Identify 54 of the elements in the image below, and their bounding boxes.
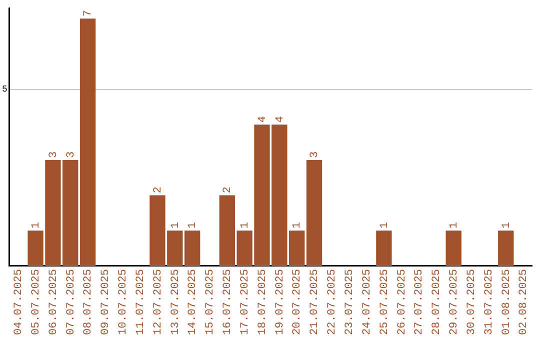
x-tick-label: 10.07.2025 <box>118 268 130 336</box>
x-tick-label: 04.07.2025 <box>13 268 26 336</box>
data-label: 1 <box>500 222 513 229</box>
x-tick-label: 06.07.2025 <box>48 268 60 336</box>
x-tick-label: 29.07.2025 <box>448 268 461 336</box>
x-tick-label: 07.07.2025 <box>65 268 78 336</box>
x-tick-label: 14.07.2025 <box>187 268 200 336</box>
x-tick-label: 15.07.2025 <box>204 268 217 336</box>
data-label: 3 <box>309 151 322 158</box>
bar <box>498 230 514 266</box>
x-tick-label: 08.07.2025 <box>82 268 95 336</box>
x-tick-label: 23.07.2025 <box>344 268 356 336</box>
x-tick-label: 24.07.2025 <box>361 268 374 336</box>
x-tick-label: 26.07.2025 <box>396 268 408 336</box>
x-tick-label: 31.07.2025 <box>483 268 496 336</box>
data-label: 2 <box>152 186 164 194</box>
bar <box>288 230 305 266</box>
x-tick-label: 13.07.2025 <box>170 268 182 336</box>
bar <box>306 160 322 266</box>
x-tick-label: 12.07.2025 <box>152 268 164 336</box>
x-tick-label: 01.08.2025 <box>500 268 513 336</box>
x-tick-label: 05.07.2025 <box>30 268 42 336</box>
data-label: 3 <box>48 151 60 158</box>
data-label: 7 <box>82 10 95 17</box>
x-tick-label: 21.07.2025 <box>309 268 322 336</box>
x-tick-label: 09.07.2025 <box>100 268 112 336</box>
x-tick-label: 11.07.2025 <box>134 268 147 336</box>
x-tick-label: 02.08.2025 <box>518 268 530 336</box>
x-tick-label: 28.07.2025 <box>431 268 444 336</box>
bar <box>80 18 96 266</box>
data-label: 1 <box>187 222 200 229</box>
data-label: 1 <box>170 222 182 229</box>
data-label: 1 <box>448 222 461 229</box>
x-tick-label: 30.07.2025 <box>466 268 478 336</box>
bar <box>184 230 200 266</box>
y-tick-label: 5 <box>2 84 8 95</box>
data-label: 2 <box>222 186 234 194</box>
bar <box>446 230 462 266</box>
x-tick-label: 17.07.2025 <box>239 268 252 336</box>
data-label: 3 <box>65 151 78 158</box>
x-tick-label: 22.07.2025 <box>326 268 339 336</box>
x-tick-label: 25.07.2025 <box>378 268 391 336</box>
data-label: 4 <box>274 116 286 123</box>
data-label: 1 <box>292 222 304 229</box>
data-label: 1 <box>378 222 391 229</box>
data-label: 1 <box>239 222 252 229</box>
bar <box>376 230 392 266</box>
x-tick-label: 27.07.2025 <box>414 268 426 336</box>
data-label: 4 <box>256 116 269 123</box>
x-tick-label: 18.07.2025 <box>256 268 269 336</box>
x-tick-label: 16.07.2025 <box>222 268 234 336</box>
data-label: 1 <box>30 222 42 229</box>
x-tick-label: 20.07.2025 <box>292 268 304 336</box>
x-tick-label: 19.07.2025 <box>274 268 286 336</box>
